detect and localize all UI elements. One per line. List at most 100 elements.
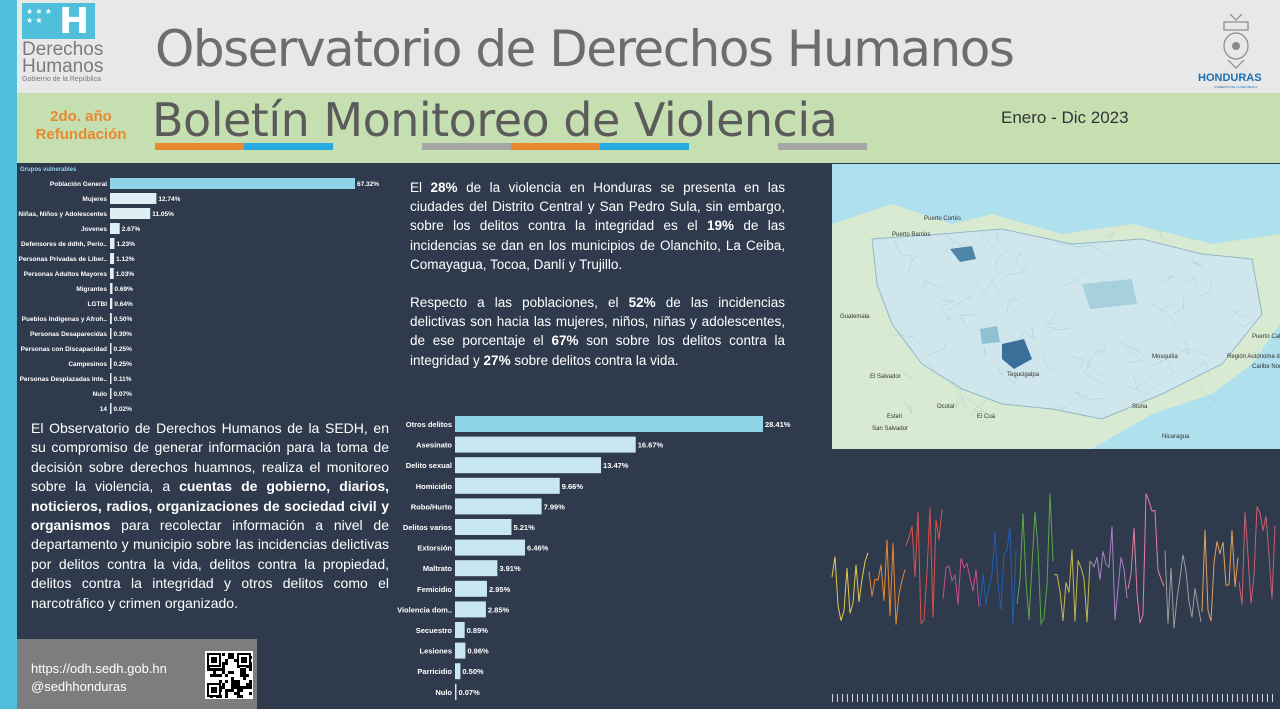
map-svg bbox=[832, 204, 1280, 449]
category-label: Personas Privadas de Liber.. bbox=[18, 256, 107, 263]
stars-icon: ★ ★ ★ ★ ★ bbox=[26, 7, 52, 25]
series-line bbox=[1053, 549, 1091, 623]
value-label: 2.95% bbox=[489, 585, 511, 594]
s2b: 52% bbox=[628, 295, 656, 311]
intro-text-a: El Observatorio de Derechos Humanos de l… bbox=[31, 420, 389, 495]
bar bbox=[455, 436, 636, 453]
daily-incidents-svg bbox=[831, 492, 1276, 702]
org-sub: Gobierno de la República bbox=[22, 76, 101, 83]
map-label: Región Autónoma de la Costa Caribe Norte bbox=[1227, 354, 1280, 360]
bar bbox=[110, 268, 114, 279]
crime-type-chart: Otros delitos 28.41% Asesinato 16.67% Delito… bbox=[393, 412, 828, 709]
bar bbox=[110, 403, 112, 414]
bar bbox=[455, 683, 457, 700]
category-label: Lesiones bbox=[419, 647, 452, 656]
summary-text: El 28% de la violencia en Honduras se pr… bbox=[410, 178, 785, 389]
bar bbox=[110, 328, 112, 339]
bar bbox=[455, 663, 461, 680]
left-accent-bar bbox=[0, 0, 17, 720]
honduras-emblem: HONDURAS GOBIERNO DE LA REPÚBLICA bbox=[1196, 10, 1276, 90]
category-label: Robo/Hurto bbox=[411, 502, 453, 511]
value-label: 0.02% bbox=[114, 406, 133, 413]
category-label: Población General bbox=[50, 181, 107, 188]
category-label: Delitos varios bbox=[403, 523, 452, 532]
value-label: 3.91% bbox=[499, 564, 521, 573]
bar bbox=[455, 601, 486, 618]
category-label: Migrantes bbox=[76, 286, 107, 293]
value-label: 12.74% bbox=[158, 196, 180, 203]
bar bbox=[455, 580, 487, 597]
value-label: 2.85% bbox=[488, 605, 510, 614]
bar bbox=[110, 178, 355, 189]
category-label: Delito sexual bbox=[406, 461, 452, 470]
org-line1: Derechos bbox=[22, 39, 104, 60]
year-line2: Refundación bbox=[35, 126, 127, 143]
value-label: 9.66% bbox=[562, 482, 584, 491]
social-handle[interactable]: @sedhhonduras bbox=[31, 679, 127, 694]
value-label: 28.41% bbox=[765, 420, 791, 429]
bar bbox=[110, 358, 112, 369]
map-label: Puerto Cabezas bbox=[1252, 334, 1280, 340]
intro-paragraph: El Observatorio de Derechos Humanos de l… bbox=[17, 415, 389, 629]
bar bbox=[455, 498, 542, 515]
series-line bbox=[942, 557, 980, 607]
logo-letter: H bbox=[59, 1, 90, 42]
series-line bbox=[1164, 550, 1202, 629]
stripe-segment bbox=[778, 143, 867, 150]
category-label: Niñas, Niños y Adolescentes bbox=[18, 211, 107, 218]
category-label: Violencia dom.. bbox=[397, 605, 452, 614]
bar bbox=[110, 238, 115, 249]
map-label: Puerto Cortés bbox=[924, 216, 962, 222]
value-label: 0.89% bbox=[467, 626, 489, 635]
value-label: 11.05% bbox=[152, 211, 174, 218]
stripe-segment bbox=[333, 143, 422, 150]
stripe-segment bbox=[155, 143, 244, 150]
value-label: 0.64% bbox=[114, 301, 133, 308]
year-line1: 2do. año bbox=[50, 108, 112, 125]
map-label: Estelí bbox=[887, 414, 903, 420]
category-label: Personas Desplazadas Inte.. bbox=[20, 376, 108, 383]
bar bbox=[110, 313, 112, 324]
crime-type-svg: Otros delitos 28.41% Asesinato 16.67% Delito… bbox=[397, 416, 791, 700]
series-line bbox=[905, 507, 943, 625]
bar bbox=[110, 343, 112, 354]
bar bbox=[455, 519, 512, 535]
map-label: San Salvador bbox=[872, 426, 909, 432]
value-label: 1.03% bbox=[116, 271, 135, 278]
category-label: Nulo bbox=[93, 391, 107, 398]
category-label: Femicidio bbox=[417, 585, 452, 594]
map-label: Mosquitia bbox=[1152, 354, 1178, 360]
summary-paragraph-2: Respecto a las poblaciones, el 52% de la… bbox=[410, 293, 785, 370]
series-line bbox=[979, 526, 1017, 626]
vulnerable-groups-svg: Población General 67.32% Mujeres 12.74% Niña… bbox=[18, 178, 379, 414]
category-label: 14 bbox=[100, 406, 108, 413]
map-label: Tegucigalpa bbox=[1007, 372, 1040, 378]
title-band bbox=[17, 93, 1280, 163]
year-label: 2do. año Refundación bbox=[25, 108, 137, 144]
s1b: 28% bbox=[430, 180, 458, 195]
date-range: Enero - Dic 2023 bbox=[1001, 108, 1129, 127]
intro-text-end: para recolectar información a nivel de d… bbox=[31, 517, 389, 611]
series-line bbox=[1201, 529, 1239, 622]
bar bbox=[455, 622, 465, 638]
value-label: 0.25% bbox=[114, 346, 133, 353]
category-label: LGTBI bbox=[88, 301, 108, 308]
map-label: Puerto Barrios bbox=[892, 232, 931, 238]
bar bbox=[110, 193, 157, 204]
bar bbox=[455, 416, 763, 432]
map-label: Nicaragua bbox=[1162, 434, 1190, 440]
map-label: Guatemala bbox=[840, 314, 870, 320]
government-logo: ★ ★ ★ ★ ★ H bbox=[22, 1, 95, 42]
honduras-map[interactable]: Puerto Cortés Puerto Barrios Guatemala Tegu… bbox=[832, 164, 1280, 449]
value-label: 0.07% bbox=[114, 391, 133, 398]
category-label: Parricidio bbox=[417, 667, 452, 676]
coat-of-arms-icon bbox=[1223, 13, 1249, 69]
daily-incidents-chart bbox=[828, 449, 1280, 709]
value-label: 1.12% bbox=[116, 256, 135, 263]
website-link[interactable]: https://odh.sedh.gob.hn bbox=[31, 661, 167, 676]
bar bbox=[110, 283, 113, 294]
org-name: Derechos Humanos Gobierno de la Repúblic… bbox=[22, 39, 104, 84]
emblem-sub: GOBIERNO DE LA REPÚBLICA bbox=[1214, 85, 1258, 89]
category-label: Personas Adultos Mayores bbox=[24, 271, 108, 278]
value-label: 0.50% bbox=[114, 316, 133, 323]
